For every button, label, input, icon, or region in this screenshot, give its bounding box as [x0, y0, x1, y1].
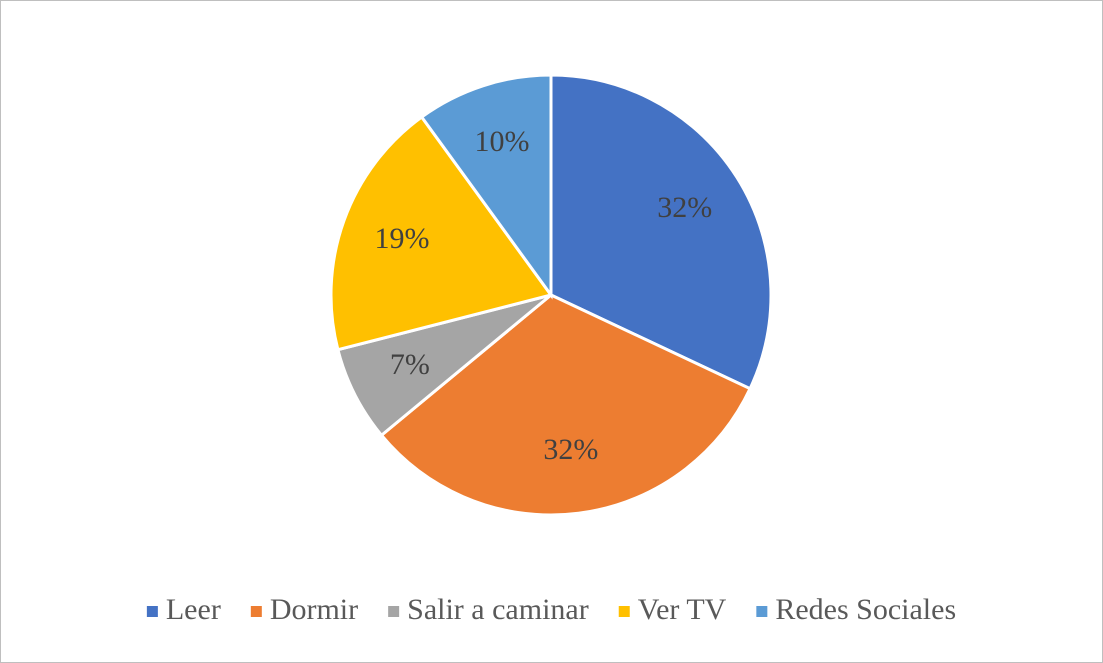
legend-swatch — [618, 606, 630, 617]
data-label: 7% — [390, 348, 430, 381]
data-label: 32% — [543, 433, 598, 466]
legend-swatch — [146, 606, 158, 617]
legend-label: Ver TV — [638, 593, 727, 626]
legend-label: Leer — [166, 593, 221, 626]
pie-slice — [549, 73, 773, 391]
legend-swatch — [756, 606, 768, 617]
legend-label: Dormir — [270, 593, 358, 626]
legend-label: Redes Sociales — [775, 593, 956, 626]
pie-slice — [329, 114, 554, 352]
pie-slice — [419, 73, 553, 300]
data-label: 19% — [374, 222, 429, 255]
legend-swatch — [250, 606, 262, 617]
legend-swatch — [388, 606, 400, 617]
pie-slice — [379, 293, 753, 517]
data-label: 10% — [475, 125, 530, 158]
data-label: 32% — [657, 191, 712, 224]
legend-label: Salir a caminar — [407, 593, 589, 626]
